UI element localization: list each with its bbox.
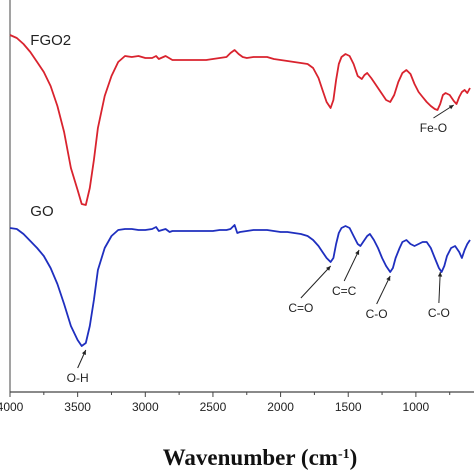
annotation-label-0: O-H xyxy=(67,371,89,385)
annotation-arrow-3 xyxy=(376,275,391,305)
annotation-arrowhead-4 xyxy=(437,272,443,277)
annotation-arrowhead-5 xyxy=(448,105,454,110)
series-label-fgo2: FGO2 xyxy=(30,32,71,49)
plot-frame xyxy=(9,0,474,393)
x-tick-label-3500: 3500 xyxy=(64,400,91,414)
series-line-fgo2 xyxy=(9,34,471,206)
annotation-label-3: C-O xyxy=(366,307,388,321)
series-line-go xyxy=(9,224,471,347)
x-axis: 4000 3500 3000 2500 2000 1500 1000 xyxy=(0,392,451,414)
annotation-label-1: C=O xyxy=(288,301,313,315)
labels-group: FGO2 GO xyxy=(30,32,71,220)
annotation-arrowhead-1 xyxy=(325,266,331,271)
annotation-label-5: Fe-O xyxy=(420,121,447,135)
annotation-arrow-4 xyxy=(438,271,441,304)
x-tick-label-2000: 2000 xyxy=(267,400,294,414)
annotation-arrowhead-3 xyxy=(386,276,391,281)
series-label-go: GO xyxy=(30,203,53,220)
x-tick-label-1500: 1500 xyxy=(335,400,362,414)
annotation-arrowhead-0 xyxy=(81,350,86,355)
x-axis-title: Wavenumber (cm-1) xyxy=(163,445,358,470)
annotations-group: O-H C=O C=C C-O C-O Fe-O xyxy=(67,104,455,385)
series-group xyxy=(9,34,471,347)
x-tick-label-4000: 4000 xyxy=(0,400,24,414)
annotation-arrowhead-2 xyxy=(355,250,360,255)
x-tick-label-2500: 2500 xyxy=(200,400,227,414)
annotation-label-4: C-O xyxy=(428,306,450,320)
x-tick-label-1000: 1000 xyxy=(403,400,430,414)
annotation-arrow-2 xyxy=(343,249,360,282)
x-tick-label-3000: 3000 xyxy=(132,400,159,414)
annotation-label-2: C=C xyxy=(332,284,357,298)
annotation-arrow-1 xyxy=(300,265,332,299)
